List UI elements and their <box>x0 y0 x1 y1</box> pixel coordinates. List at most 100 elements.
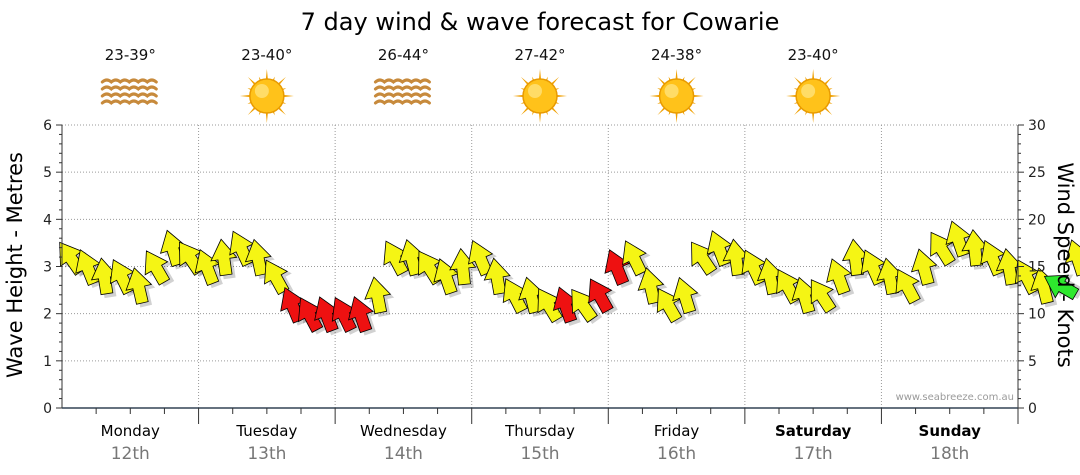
wind-arrow <box>826 258 856 298</box>
wind-arrow-body <box>552 286 579 324</box>
wave-stroke <box>373 78 431 85</box>
wind-arrow-body <box>588 278 614 314</box>
wind-arrow <box>588 278 618 316</box>
day-name-label: Monday <box>101 422 160 440</box>
sun-ray <box>538 111 542 123</box>
day-name-label: Saturday <box>775 422 852 440</box>
right-tick-label: 15 <box>1028 260 1046 276</box>
wind-arrow-body <box>1043 274 1080 301</box>
wind-arrow-body <box>314 296 340 334</box>
sun-disc <box>795 78 831 114</box>
day-date-label: 17th <box>794 444 833 464</box>
sun-disc <box>522 78 558 114</box>
wind-arrow-body <box>826 258 852 296</box>
wind-arrow <box>1043 274 1080 301</box>
wind-arrow-body <box>383 240 409 277</box>
day-temperature: 23-39° <box>105 46 156 64</box>
left-tick-label: 5 <box>43 165 52 181</box>
wind-arrow-body <box>90 257 119 296</box>
wind-arrow-body <box>125 267 153 305</box>
wind-arrow <box>656 287 687 325</box>
wind-arrow-body <box>194 249 221 286</box>
day-labels: Monday 12th Tuesday 13th Wednesday 14th Thursd… <box>101 422 981 464</box>
sun-ray <box>811 111 815 123</box>
wind-arrow <box>910 248 941 289</box>
day-temperature: 23-40° <box>788 46 839 64</box>
left-tick-label: 4 <box>43 212 52 228</box>
wave-stroke <box>373 92 431 99</box>
wind-arrow <box>810 279 841 315</box>
sun-disc <box>658 78 695 114</box>
right-tick-label: 5 <box>1028 354 1037 370</box>
left-tick-label: 1 <box>43 354 52 370</box>
day-name-label: Sunday <box>919 422 982 440</box>
wind-arrow-body <box>656 287 683 324</box>
wind-arrow <box>604 249 634 289</box>
wind-arrow-body <box>672 276 699 315</box>
sun-icon <box>513 69 567 123</box>
wind-arrow <box>364 276 395 317</box>
day-name-label: Friday <box>654 422 700 440</box>
sun-ray <box>265 69 269 81</box>
wave-stroke <box>100 85 158 92</box>
sun-highlight <box>254 84 269 98</box>
sun-ray <box>513 94 525 98</box>
wind-arrow-body <box>604 249 630 286</box>
day-temperature: 26-44° <box>378 46 429 64</box>
wind-arrow <box>210 238 241 280</box>
wind-arrow-body <box>810 279 837 314</box>
sun-ray <box>555 94 567 98</box>
wind-arrow <box>144 250 175 288</box>
wind-arrow <box>791 276 822 317</box>
sun-ray <box>828 94 841 98</box>
wave-stroke <box>373 85 431 92</box>
wind-arrow <box>90 257 121 299</box>
sun-ray <box>675 111 678 123</box>
wind-arrow <box>433 258 463 298</box>
right-tick-label: 25 <box>1028 165 1046 181</box>
sun-highlight <box>664 84 679 98</box>
day-name-label: Wednesday <box>360 422 447 440</box>
wind-arrow-body <box>331 296 357 334</box>
wind-arrow-body <box>210 238 238 277</box>
right-axis-title: Wind Speed - Knots <box>1053 162 1077 367</box>
sun-ray <box>675 69 678 81</box>
day-date-label: 15th <box>520 444 559 464</box>
wind-arrow <box>264 259 294 297</box>
right-tick-label: 30 <box>1028 118 1046 134</box>
day-date-label: 13th <box>247 444 286 464</box>
wind-arrow-body <box>910 248 938 286</box>
wind-arrow-body <box>144 250 171 286</box>
wind-arrows <box>59 220 1080 336</box>
wind-arrow-body <box>347 295 374 334</box>
left-tick-label: 2 <box>43 307 52 323</box>
wave-stroke <box>100 78 158 85</box>
wave-stroke <box>373 99 431 106</box>
day-date-label: 16th <box>657 444 696 464</box>
wind-arrow-body <box>433 258 460 296</box>
day-temperature: 24-38° <box>651 46 702 64</box>
sun-ray <box>281 94 294 98</box>
chart-axes: 0 01 52 103 154 205 256 30 <box>43 118 1046 424</box>
wind-waves-icon <box>100 78 158 106</box>
wind-arrow <box>125 267 156 308</box>
wind-arrow-body <box>364 276 392 315</box>
daily-temperatures: 23-39° 23-40° 26-44° 27-42° 24-38° 23-40° <box>105 46 839 64</box>
sun-highlight <box>801 84 816 98</box>
sun-ray <box>811 69 815 81</box>
day-date-label: 12th <box>111 444 150 464</box>
watermark: www.seabreeze.com.au <box>896 392 1014 403</box>
sun-icon <box>239 69 294 123</box>
wind-arrow <box>194 249 224 289</box>
sun-ray <box>538 69 542 81</box>
day-temperature: 23-40° <box>241 46 292 64</box>
wind-arrow <box>895 268 925 307</box>
day-name-label: Thursday <box>504 422 575 440</box>
weather-icons <box>100 69 841 123</box>
wind-arrow <box>552 286 583 326</box>
right-tick-label: 10 <box>1028 307 1046 323</box>
wind-arrow-body <box>502 278 528 315</box>
sun-highlight <box>528 84 542 98</box>
wind-arrow <box>347 295 378 336</box>
